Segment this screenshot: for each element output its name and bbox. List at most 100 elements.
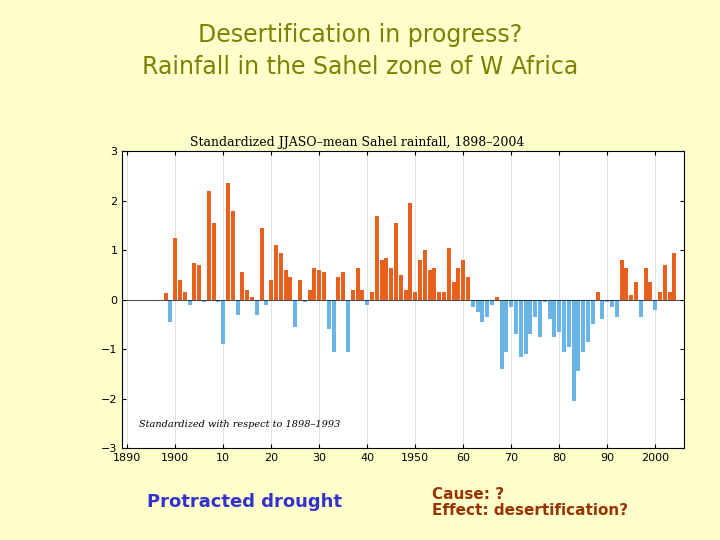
Bar [533,300,537,317]
Bar [327,300,330,329]
Bar [178,280,182,300]
Bar [341,273,345,300]
Bar [590,300,595,325]
Bar [423,250,427,300]
Bar [250,297,254,300]
Bar [562,300,566,352]
Bar [365,300,369,305]
Bar [230,211,235,300]
Bar [255,300,258,314]
Bar [183,292,186,300]
Bar [298,280,302,300]
Text: Standardized with respect to 1898–1993: Standardized with respect to 1898–1993 [139,421,341,429]
Bar [173,238,177,300]
Bar [274,245,278,300]
Bar [284,270,287,300]
Bar [639,300,643,317]
Bar [518,300,523,356]
Bar [672,253,676,300]
Bar [356,267,359,300]
Bar [615,300,618,317]
Bar [202,300,206,302]
Bar [471,300,474,307]
Bar [197,265,201,300]
Bar [399,275,402,300]
Bar [437,292,441,300]
Bar [317,270,321,300]
Bar [461,260,465,300]
Bar [374,215,379,300]
Bar [221,300,225,345]
Bar [384,258,388,300]
Bar [394,223,398,300]
Bar [644,267,647,300]
Bar [413,292,417,300]
Bar [240,273,244,300]
Bar [480,300,485,322]
Bar [624,267,629,300]
Bar [648,282,652,300]
Bar [331,300,336,352]
Bar [187,300,192,305]
Bar [226,184,230,300]
Bar [259,228,264,300]
Bar [557,300,561,332]
Bar [322,273,326,300]
Bar [567,300,571,347]
Bar [586,300,590,342]
Bar [547,300,552,320]
Text: Protracted drought: Protracted drought [148,493,342,511]
Bar [370,292,374,300]
Bar [543,300,546,302]
Text: Cause: ?: Cause: ? [432,487,504,502]
Bar [302,300,307,302]
Bar [451,282,456,300]
Text: Rainfall in the Sahel zone of W Africa: Rainfall in the Sahel zone of W Africa [142,56,578,79]
Text: Effect: desertification?: Effect: desertification? [432,503,628,518]
Bar [446,248,451,300]
Bar [312,267,316,300]
Bar [552,300,557,337]
Bar [572,300,575,401]
Bar [605,300,609,302]
Bar [379,260,384,300]
Bar [235,300,240,314]
Bar [658,292,662,300]
Bar [600,300,604,320]
Bar [168,300,172,322]
Bar [485,300,489,317]
Bar [610,300,614,307]
Bar [279,253,283,300]
Bar [351,290,355,300]
Bar [634,282,638,300]
Bar [456,267,460,300]
Bar [528,300,532,334]
Bar [389,267,393,300]
Bar [269,280,273,300]
Bar [403,290,408,300]
Bar [629,295,633,300]
Bar [667,292,672,300]
Bar [293,300,297,327]
Bar [475,300,480,312]
Bar [288,278,292,300]
Bar [360,290,364,300]
Bar [163,293,168,300]
Bar [500,300,503,369]
Text: Desertification in progress?: Desertification in progress? [198,23,522,47]
Bar [442,292,446,300]
Bar [408,203,413,300]
Bar [216,300,220,302]
Bar [581,300,585,352]
Bar [466,278,470,300]
Bar [653,300,657,309]
Bar [336,278,341,300]
Bar [509,300,513,307]
Bar [576,300,580,372]
Bar [207,191,211,300]
Bar [495,297,499,300]
Bar [418,260,422,300]
Bar [432,267,436,300]
Bar [428,270,431,300]
Bar [212,223,215,300]
